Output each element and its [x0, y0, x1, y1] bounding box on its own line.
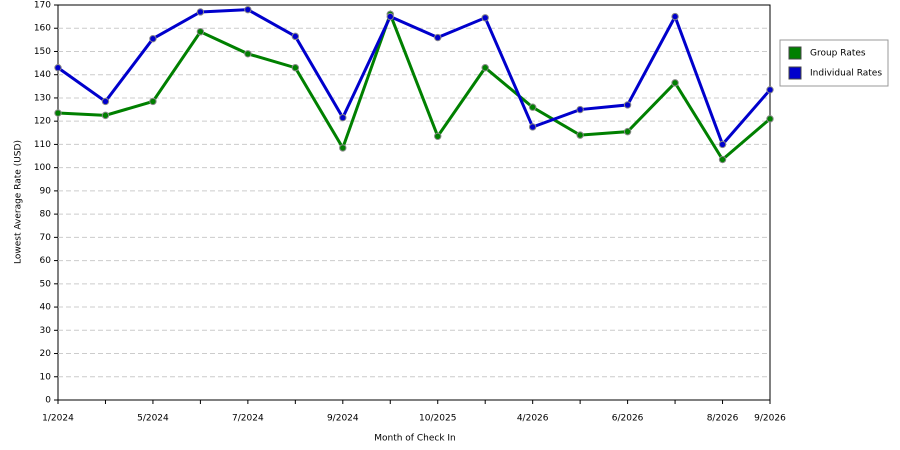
- y-tick-label: 90: [40, 186, 52, 196]
- y-tick-label: 110: [34, 140, 51, 150]
- data-point: [339, 113, 347, 122]
- x-tick-label: 4/2026: [517, 414, 549, 424]
- y-tick-label: 130: [34, 93, 51, 103]
- data-point: [766, 86, 774, 94]
- y-tick-label: 140: [34, 70, 51, 80]
- y-axis-label: Lowest Average Rate (USD): [14, 140, 24, 264]
- legend-swatch: [788, 46, 802, 60]
- y-tick-label: 60: [40, 256, 52, 266]
- legend-swatch: [788, 66, 802, 80]
- y-tick-label: 80: [40, 210, 52, 220]
- data-point: [671, 12, 679, 21]
- x-tick-label: 10/2025: [419, 414, 456, 424]
- data-point: [434, 132, 442, 140]
- data-point: [101, 111, 110, 120]
- data-point: [623, 101, 632, 109]
- y-tick-label: 10: [40, 372, 52, 382]
- data-point: [339, 144, 347, 152]
- y-tick-label: 170: [34, 1, 51, 11]
- x-tick-label: 9/2024: [327, 414, 359, 424]
- data-point: [244, 50, 252, 58]
- data-point: [481, 14, 489, 22]
- x-tick-label: 7/2024: [232, 414, 264, 424]
- data-point: [576, 105, 584, 114]
- x-tick-label: 9/2026: [754, 414, 786, 424]
- y-tick-label: 30: [40, 326, 52, 336]
- line-series: [57, 9, 771, 162]
- data-point: [291, 64, 300, 72]
- x-tick-label: 5/2024: [137, 414, 169, 424]
- data-point: [386, 12, 394, 21]
- data-point: [54, 109, 62, 117]
- y-tick-label: 150: [34, 47, 51, 57]
- line-series: [57, 8, 772, 148]
- y-tick-label: 0: [45, 396, 51, 406]
- y-tick-label: 50: [40, 279, 52, 289]
- data-point: [528, 123, 537, 131]
- x-axis-label: Month of Check In: [374, 434, 456, 444]
- data-point: [766, 115, 774, 123]
- data-point: [434, 33, 442, 42]
- legend-label: Group Rates: [810, 49, 866, 59]
- plot-area: [57, 4, 771, 401]
- data-point: [671, 79, 679, 87]
- legend-label: Individual Rates: [810, 69, 882, 79]
- x-tick-label: 8/2026: [707, 414, 739, 424]
- y-tick-label: 100: [34, 163, 51, 173]
- x-tick-label: 6/2026: [612, 414, 644, 424]
- data-point: [54, 64, 62, 72]
- data-point: [244, 5, 252, 14]
- data-point: [481, 64, 489, 72]
- data-point: [196, 8, 205, 16]
- y-tick-label: 70: [40, 233, 52, 243]
- data-point: [291, 32, 300, 41]
- data-point: [196, 28, 205, 36]
- data-point: [149, 97, 157, 106]
- data-point: [149, 34, 157, 43]
- data-point: [718, 155, 727, 164]
- y-tick-label: 120: [34, 117, 51, 127]
- data-point: [576, 131, 584, 139]
- x-tick-label: 1/2024: [42, 414, 74, 424]
- data-point: [623, 127, 632, 136]
- y-tick-label: 40: [40, 303, 52, 313]
- y-tick-label: 20: [40, 349, 52, 359]
- data-point: [718, 140, 727, 149]
- data-point: [528, 103, 537, 111]
- y-tick-label: 160: [34, 24, 51, 34]
- data-point: [101, 97, 110, 106]
